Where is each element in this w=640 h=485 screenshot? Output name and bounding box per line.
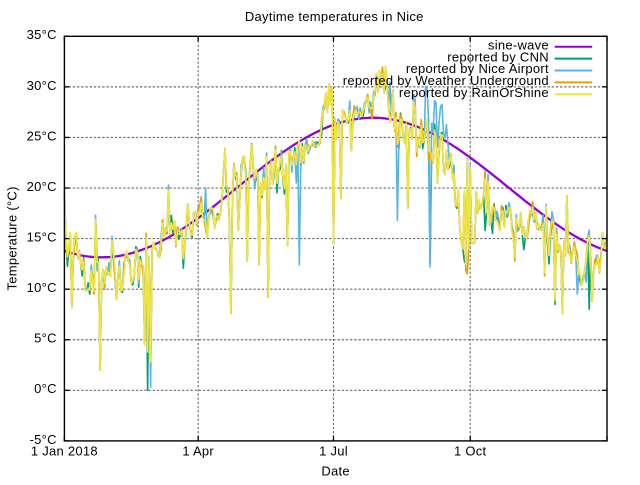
svg-text:10°C: 10°C [27, 280, 57, 295]
svg-text:reported by Nice Airport: reported by Nice Airport [406, 61, 549, 76]
svg-text:sine-wave: sine-wave [488, 37, 549, 52]
svg-text:reported by Weather Undergroun: reported by Weather Underground [343, 73, 549, 88]
svg-text:reported by RainOrShine: reported by RainOrShine [399, 85, 549, 100]
svg-text:Daytime temperatures in Nice: Daytime temperatures in Nice [245, 9, 424, 24]
svg-text:1 Oct: 1 Oct [454, 444, 487, 459]
svg-text:-5°C: -5°C [30, 432, 57, 447]
svg-text:30°C: 30°C [27, 78, 57, 93]
svg-text:20°C: 20°C [27, 179, 57, 194]
svg-text:reported by CNN: reported by CNN [447, 49, 549, 64]
svg-text:5°C: 5°C [34, 331, 57, 346]
svg-text:35°C: 35°C [27, 27, 57, 42]
svg-text:1 Apr: 1 Apr [182, 444, 214, 459]
svg-text:Temperature (°C): Temperature (°C) [5, 186, 20, 290]
svg-text:0°C: 0°C [34, 381, 57, 396]
svg-text:Date: Date [321, 464, 350, 479]
svg-text:15°C: 15°C [27, 230, 57, 245]
svg-text:1 Jul: 1 Jul [319, 444, 348, 459]
svg-text:1 Jan 2018: 1 Jan 2018 [31, 444, 98, 459]
svg-text:25°C: 25°C [27, 128, 57, 143]
